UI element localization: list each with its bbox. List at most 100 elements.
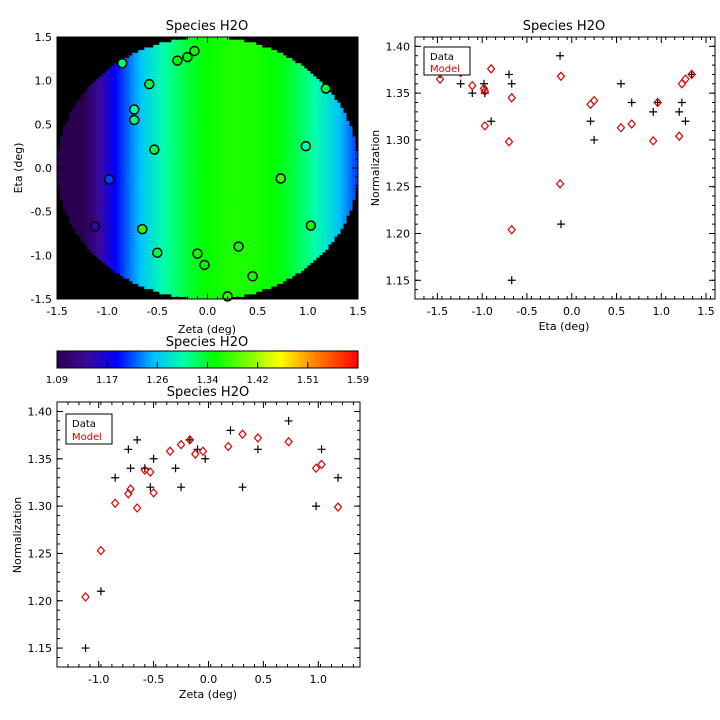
field-cell	[192, 160, 197, 164]
field-cell	[183, 236, 188, 240]
field-cell	[231, 291, 236, 295]
field-cell	[102, 173, 106, 177]
field-cell	[102, 123, 106, 127]
field-cell	[219, 86, 224, 90]
field-cell	[135, 147, 139, 151]
field-cell	[141, 168, 145, 172]
field-cell	[69, 220, 73, 224]
field-cell	[120, 230, 124, 235]
field-cell	[162, 283, 166, 287]
field-cell	[180, 84, 185, 88]
field-cell	[228, 178, 233, 182]
field-cell	[87, 202, 91, 206]
field-cell	[66, 168, 70, 172]
field-cell	[132, 215, 136, 219]
field-cell	[111, 115, 115, 119]
field-cell	[81, 149, 85, 153]
field-cell	[138, 207, 142, 211]
field-cell	[99, 141, 103, 146]
field-cell	[147, 89, 151, 93]
field-cell	[126, 128, 130, 132]
field-cell	[168, 183, 172, 187]
field-cell	[192, 283, 197, 287]
field-cell	[198, 183, 203, 187]
field-cell	[195, 264, 200, 269]
field-cell	[177, 272, 182, 277]
field-cell	[78, 223, 82, 227]
field-cell	[189, 191, 194, 195]
field-cell	[114, 264, 118, 269]
field-cell	[165, 259, 169, 263]
field-cell	[231, 126, 236, 130]
field-cell	[162, 149, 166, 153]
field-cell	[174, 76, 178, 80]
field-cell	[195, 97, 200, 101]
field-cell	[186, 251, 191, 256]
field-cell	[117, 259, 121, 263]
field-cell	[216, 107, 221, 111]
field-cell	[63, 139, 67, 143]
field-cell	[192, 97, 197, 101]
field-cell	[105, 97, 109, 101]
field-cell	[132, 209, 136, 214]
field-cell	[216, 262, 221, 266]
field-cell	[126, 270, 130, 274]
field-cell	[156, 199, 160, 203]
field-cell	[216, 105, 221, 109]
field-cell	[222, 60, 227, 64]
field-cell	[135, 272, 139, 277]
field-cell	[171, 278, 175, 282]
field-cell	[174, 220, 178, 224]
field-cell	[129, 147, 133, 151]
field-cell	[147, 102, 151, 106]
field-cell	[237, 168, 242, 172]
field-cell	[114, 107, 118, 111]
field-cell	[213, 165, 218, 169]
field-cell	[126, 165, 130, 169]
field-cell	[90, 94, 94, 98]
field-cell	[123, 165, 127, 169]
field-cell	[81, 165, 85, 169]
field-cell	[141, 264, 145, 269]
field-cell	[171, 270, 175, 274]
field-cell	[153, 288, 157, 292]
field-cell	[69, 152, 73, 156]
field-cell	[132, 165, 136, 169]
field-cell	[162, 157, 166, 161]
field-cell	[126, 175, 130, 180]
field-cell	[81, 207, 85, 211]
field-cell	[93, 147, 97, 151]
field-cell	[171, 194, 175, 198]
field-cell	[180, 278, 185, 282]
field-cell	[204, 246, 209, 250]
field-cell	[216, 241, 221, 245]
field-cell	[234, 291, 239, 295]
field-cell	[141, 144, 145, 148]
field-cell	[213, 188, 218, 193]
field-cell	[108, 204, 112, 208]
field-cell	[129, 175, 133, 180]
field-cell	[72, 152, 76, 156]
field-cell	[186, 215, 191, 219]
field-cell	[114, 267, 118, 271]
field-cell	[231, 288, 236, 292]
field-cell	[183, 285, 188, 290]
field-cell	[99, 238, 103, 242]
field-cell	[114, 97, 118, 101]
field-cell	[138, 76, 142, 80]
field-cell	[192, 128, 197, 132]
field-cell	[72, 110, 76, 114]
field-cell	[114, 99, 118, 104]
field-cell	[201, 126, 206, 130]
field-cell	[162, 246, 166, 250]
field-cell	[150, 68, 154, 72]
field-cell	[132, 152, 136, 156]
field-cell	[195, 194, 200, 198]
field-cell	[99, 157, 103, 161]
field-cell	[99, 178, 103, 182]
field-cell	[213, 243, 218, 248]
field-cell	[84, 236, 88, 240]
field-cell	[213, 144, 218, 148]
field-cell	[216, 65, 221, 70]
field-cell	[162, 42, 166, 46]
